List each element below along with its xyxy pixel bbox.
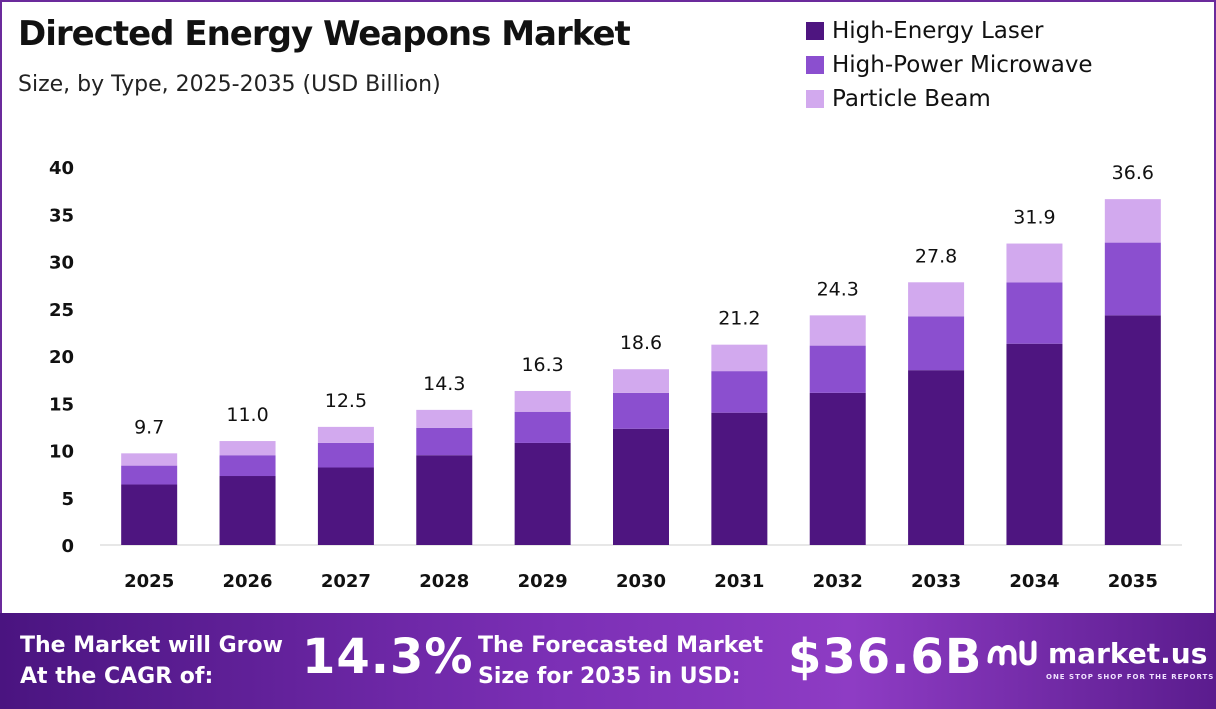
bar-segment-high-energy-laser — [613, 428, 669, 545]
footer-banner: The Market will Grow At the CAGR of: 14.… — [0, 613, 1216, 709]
y-tick-label: 30 — [49, 253, 74, 274]
bar-segment-high-energy-laser — [416, 455, 473, 545]
x-tick-label: 2028 — [419, 571, 469, 592]
x-tick-label: 2029 — [518, 571, 568, 592]
bar-segment-particle-beam — [219, 441, 276, 456]
bar-chart: 05101520253035409.7202511.0202612.520271… — [49, 158, 1182, 592]
market-us-logo-icon — [987, 640, 1037, 666]
bar-segment-particle-beam — [1006, 243, 1063, 283]
bar-segment-particle-beam — [613, 369, 669, 393]
x-tick-label: 2031 — [714, 571, 764, 592]
legend-label: Particle Beam — [832, 86, 991, 112]
bar-segment-particle-beam — [317, 426, 374, 443]
bar-segment-particle-beam — [711, 344, 768, 372]
bar-total-label: 14.3 — [423, 373, 465, 395]
y-tick-label: 40 — [49, 158, 74, 179]
bar-segment-high-power-microwave — [219, 455, 276, 477]
bar-segment-particle-beam — [908, 282, 965, 317]
bar-segment-particle-beam — [809, 315, 866, 346]
bar-total-label: 12.5 — [325, 390, 367, 412]
bar-segment-particle-beam — [514, 390, 571, 412]
bar-segment-particle-beam — [121, 453, 178, 466]
x-tick-label: 2033 — [911, 571, 961, 592]
bar-segment-high-energy-laser — [219, 476, 276, 545]
bar-total-label: 21.2 — [718, 308, 760, 330]
legend-item-high-energy-laser: High-Energy Laser — [806, 14, 1093, 48]
x-tick-label: 2025 — [124, 571, 174, 592]
x-tick-label: 2027 — [321, 571, 371, 592]
brand-name: market.us — [1048, 636, 1208, 670]
legend: High-Energy Laser High-Power Microwave P… — [806, 14, 1093, 116]
bar-segment-high-power-microwave — [1104, 242, 1161, 316]
y-tick-label: 15 — [49, 394, 74, 415]
bar-total-label: 11.0 — [226, 404, 268, 426]
bar-segment-high-power-microwave — [416, 427, 473, 456]
bar-total-label: 27.8 — [915, 245, 957, 267]
bar-segment-high-power-microwave — [711, 371, 768, 413]
legend-label: High-Power Microwave — [832, 52, 1093, 78]
y-tick-label: 0 — [61, 536, 74, 557]
chart-title: Directed Energy Weapons Market — [18, 14, 631, 54]
cagr-label-line1: The Market will Grow — [20, 633, 283, 658]
bar-segment-high-power-microwave — [809, 345, 866, 393]
forecast-label-line1: The Forecasted Market — [478, 633, 764, 658]
bar-segment-high-energy-laser — [1104, 315, 1161, 545]
bar-segment-high-power-microwave — [514, 411, 571, 443]
bar-total-label: 24.3 — [817, 278, 859, 300]
forecast-label: The Forecasted Market Size for 2035 in U… — [478, 630, 763, 692]
bar-segment-high-energy-laser — [1006, 343, 1063, 545]
y-tick-label: 5 — [61, 489, 74, 510]
chart-subtitle: Size, by Type, 2025-2035 (USD Billion) — [18, 72, 441, 97]
bar-total-label: 31.9 — [1013, 207, 1055, 229]
bar-segment-high-energy-laser — [514, 442, 571, 545]
y-tick-label: 20 — [49, 347, 74, 368]
brand-tagline: ONE STOP SHOP FOR THE REPORTS — [1046, 673, 1215, 681]
bar-segment-high-power-microwave — [121, 465, 178, 485]
bar-segment-high-energy-laser — [809, 392, 866, 545]
legend-swatch — [806, 22, 824, 40]
x-tick-label: 2030 — [616, 571, 666, 592]
bar-total-label: 16.3 — [521, 354, 563, 376]
legend-item-high-power-microwave: High-Power Microwave — [806, 48, 1093, 82]
bar-segment-high-energy-laser — [711, 412, 768, 545]
bar-segment-particle-beam — [1104, 199, 1161, 243]
cagr-label-line2: At the CAGR of: — [20, 664, 214, 689]
y-tick-label: 25 — [49, 300, 74, 321]
legend-swatch — [806, 56, 824, 74]
cagr-label: The Market will Grow At the CAGR of: — [20, 630, 283, 692]
bar-total-label: 9.7 — [134, 416, 164, 438]
y-tick-label: 35 — [49, 205, 74, 226]
x-tick-label: 2034 — [1009, 571, 1059, 592]
forecast-label-line2: Size for 2035 in USD: — [478, 664, 741, 689]
legend-label: High-Energy Laser — [832, 18, 1044, 44]
legend-item-particle-beam: Particle Beam — [806, 82, 1093, 116]
bar-segment-high-power-microwave — [613, 392, 669, 429]
bar-segment-high-power-microwave — [908, 316, 965, 371]
bar-segment-high-power-microwave — [317, 442, 374, 468]
forecast-value: $36.6B — [788, 629, 983, 685]
x-tick-label: 2032 — [813, 571, 863, 592]
bar-total-label: 36.6 — [1112, 162, 1154, 184]
bar-segment-high-energy-laser — [908, 370, 965, 545]
x-tick-label: 2026 — [222, 571, 272, 592]
bar-segment-high-energy-laser — [121, 484, 178, 545]
bar-segment-high-power-microwave — [1006, 282, 1063, 344]
brand-logo[interactable]: market.us — [986, 635, 1207, 671]
cagr-value: 14.3% — [302, 629, 474, 685]
legend-swatch — [806, 90, 824, 108]
bar-total-label: 18.6 — [620, 332, 662, 354]
bar-segment-high-energy-laser — [317, 467, 374, 545]
y-tick-label: 10 — [49, 442, 74, 463]
x-tick-label: 2035 — [1108, 571, 1158, 592]
bar-segment-particle-beam — [416, 409, 473, 428]
